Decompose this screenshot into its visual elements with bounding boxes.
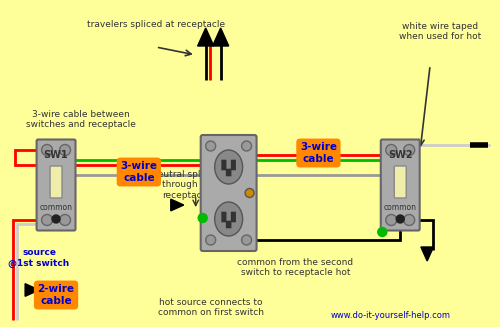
FancyBboxPatch shape: [50, 166, 62, 198]
Polygon shape: [198, 28, 214, 46]
Circle shape: [378, 228, 387, 236]
Text: common: common: [384, 202, 416, 212]
FancyBboxPatch shape: [222, 160, 226, 170]
Circle shape: [206, 141, 216, 151]
Text: SW2: SW2: [388, 150, 412, 160]
FancyBboxPatch shape: [226, 221, 232, 228]
Polygon shape: [212, 28, 228, 46]
Circle shape: [206, 235, 216, 245]
FancyBboxPatch shape: [222, 212, 226, 222]
Polygon shape: [25, 284, 39, 296]
Circle shape: [52, 215, 60, 223]
FancyBboxPatch shape: [226, 169, 232, 176]
Polygon shape: [421, 247, 434, 261]
Circle shape: [60, 215, 70, 226]
Text: 3-wire cable between
switches and receptacle: 3-wire cable between switches and recept…: [26, 110, 136, 129]
FancyBboxPatch shape: [231, 160, 236, 170]
Text: 3-wire
cable: 3-wire cable: [120, 161, 158, 183]
Circle shape: [396, 215, 404, 223]
Text: www.do-it-yourself-help.com: www.do-it-yourself-help.com: [330, 311, 450, 320]
Text: hot source connects to
common on first switch: hot source connects to common on first s…: [158, 298, 264, 318]
Circle shape: [404, 145, 414, 156]
Circle shape: [245, 188, 254, 198]
Circle shape: [242, 235, 252, 245]
Circle shape: [42, 215, 52, 226]
Text: 2-wire
cable: 2-wire cable: [38, 284, 74, 306]
Circle shape: [386, 145, 396, 156]
Ellipse shape: [214, 202, 242, 236]
Text: SW1: SW1: [44, 150, 68, 160]
Circle shape: [404, 215, 414, 226]
Circle shape: [386, 215, 396, 226]
Circle shape: [242, 141, 252, 151]
FancyBboxPatch shape: [36, 140, 76, 231]
Text: common: common: [40, 202, 72, 212]
FancyBboxPatch shape: [200, 135, 256, 251]
Circle shape: [60, 145, 70, 156]
Polygon shape: [171, 199, 183, 211]
FancyBboxPatch shape: [231, 212, 236, 222]
FancyBboxPatch shape: [381, 140, 420, 231]
Ellipse shape: [214, 150, 242, 184]
Text: travelers spliced at receptacle: travelers spliced at receptacle: [86, 20, 225, 29]
Circle shape: [42, 145, 52, 156]
Text: white wire taped
when used for hot: white wire taped when used for hot: [399, 22, 481, 42]
Text: common from the second
switch to receptacle hot: common from the second switch to recepta…: [238, 258, 354, 277]
Circle shape: [198, 214, 207, 222]
FancyBboxPatch shape: [394, 166, 406, 198]
Text: neutral spliced
through to
receptacle: neutral spliced through to receptacle: [152, 170, 220, 200]
Text: source
@1st switch: source @1st switch: [8, 248, 70, 267]
Text: 3-wire
cable: 3-wire cable: [300, 142, 337, 164]
